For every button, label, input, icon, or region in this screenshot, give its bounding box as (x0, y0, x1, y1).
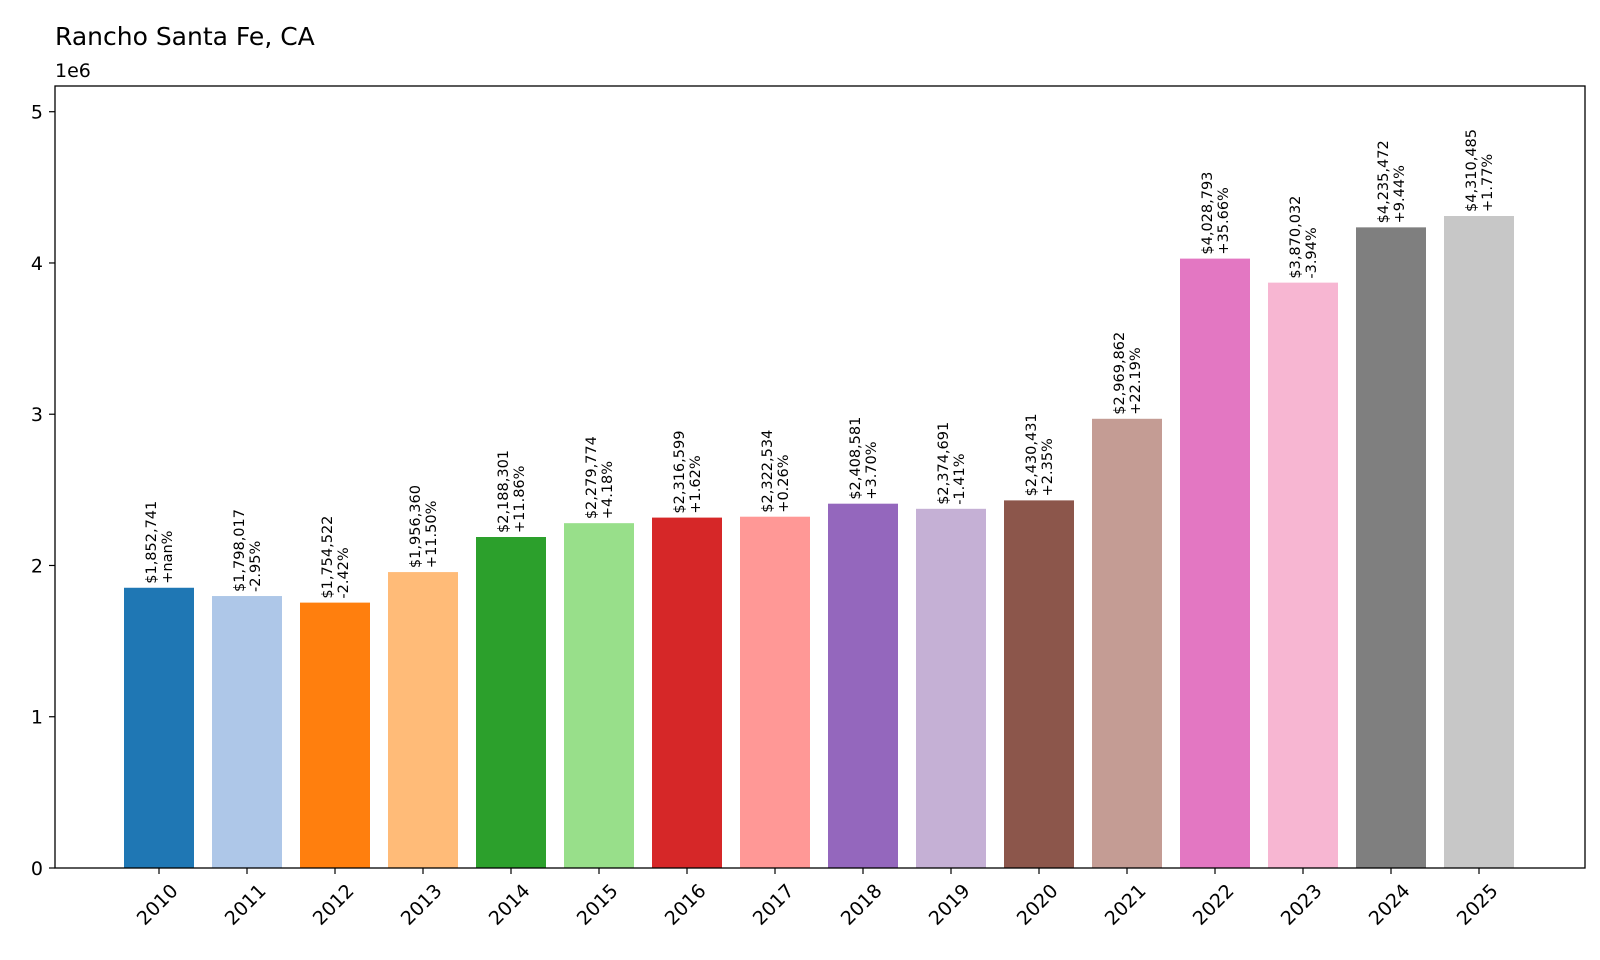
bar-value-label: $3,870,032 (1288, 196, 1304, 279)
bar-value-label: $4,235,472 (1376, 140, 1392, 223)
bar-change-label: +11.50% (424, 501, 440, 568)
x-tick-label: 2017 (749, 880, 799, 930)
y-tick-label: 4 (31, 253, 43, 275)
bar-value-label: $2,374,691 (936, 422, 952, 505)
y-tick-label: 2 (31, 555, 43, 577)
bar-value-label: $1,798,017 (232, 509, 248, 592)
bar-value-label: $2,322,534 (760, 430, 776, 513)
bar-value-label: $2,969,862 (1112, 332, 1128, 415)
y-axis-offset-label: 1e6 (55, 60, 91, 82)
y-tick-label: 3 (31, 404, 43, 426)
x-tick-label: 2015 (573, 880, 623, 930)
x-tick-label: 2019 (925, 880, 975, 930)
bar-2021 (1092, 418, 1162, 868)
bar-2014 (476, 537, 546, 868)
bar-2015 (564, 523, 634, 868)
bar-2025 (1444, 216, 1514, 868)
bar-change-label: +4.18% (600, 461, 616, 519)
x-tick-label: 2012 (309, 880, 359, 930)
x-tick-label: 2011 (221, 880, 271, 930)
x-tick-label: 2020 (1013, 880, 1063, 930)
x-tick-label: 2018 (837, 880, 887, 930)
bar-2019 (916, 508, 986, 868)
bar-2016 (652, 517, 722, 868)
bar-change-label: +22.19% (1128, 347, 1144, 414)
chart-title: Rancho Santa Fe, CA (55, 22, 315, 51)
plot-frame (54, 85, 1586, 869)
bar-2011 (212, 596, 282, 868)
x-tick-label: 2021 (1101, 880, 1151, 930)
x-axis: 2010 2011 2012 2013 2014 2015 2016 2017 2018 2019… (133, 868, 1503, 930)
bar-value-label: $2,279,774 (584, 436, 600, 519)
bar-change-label: -2.42% (336, 547, 352, 598)
bar-2023 (1268, 282, 1338, 868)
y-axis: 0 1 2 3 4 5 (31, 102, 55, 880)
x-tick-label: 2023 (1277, 880, 1327, 930)
bar-labels: $1,852,741 +nan% $1,798,017 -2.95% $1,754,52… (144, 129, 1496, 599)
bar-value-label: $2,430,431 (1024, 413, 1040, 496)
bar-change-label: -1.41% (952, 454, 968, 505)
bar-2018 (828, 503, 898, 868)
bar-2010 (124, 587, 194, 868)
bar-2022 (1180, 258, 1250, 868)
bar-value-label: $2,316,599 (672, 431, 688, 514)
x-tick-label: 2025 (1453, 880, 1503, 930)
bar-change-label: +9.44% (1392, 165, 1408, 223)
bars (124, 216, 1514, 869)
bar-value-label: $4,310,485 (1464, 129, 1480, 212)
bar-value-label: $2,188,301 (496, 450, 512, 533)
bar-change-label: +1.77% (1480, 154, 1496, 212)
bar-value-label: $2,408,581 (848, 417, 864, 500)
bar-change-label: +0.26% (776, 454, 792, 512)
bar-value-label: $1,754,522 (320, 516, 336, 599)
x-tick-label: 2013 (397, 880, 447, 930)
bar-change-label: +nan% (160, 531, 176, 584)
bar-value-label: $1,852,741 (144, 501, 160, 584)
y-tick-label: 1 (31, 707, 43, 729)
y-tick-label: 5 (31, 102, 43, 124)
bar-change-label: +11.86% (512, 466, 528, 533)
bar-change-label: +2.35% (1040, 438, 1056, 496)
bar-2013 (388, 572, 458, 868)
bar-change-label: +35.66% (1216, 187, 1232, 254)
bar-2024 (1356, 227, 1426, 869)
bar-change-label: +1.62% (688, 455, 704, 513)
bar-value-label: $1,956,360 (408, 485, 424, 568)
bar-2012 (300, 602, 370, 868)
bar-2020 (1004, 500, 1074, 868)
x-tick-label: 2014 (485, 880, 535, 930)
x-tick-label: 2010 (133, 880, 183, 930)
x-tick-label: 2024 (1365, 880, 1415, 930)
bar-change-label: -3.94% (1304, 227, 1320, 278)
y-tick-label: 0 (31, 858, 43, 880)
x-tick-label: 2022 (1189, 880, 1239, 930)
x-tick-label: 2016 (661, 880, 711, 930)
bar-change-label: -2.95% (248, 541, 264, 592)
bar-2017 (740, 516, 810, 868)
bar-change-label: +3.70% (864, 441, 880, 499)
bar-value-label: $4,028,793 (1200, 172, 1216, 255)
